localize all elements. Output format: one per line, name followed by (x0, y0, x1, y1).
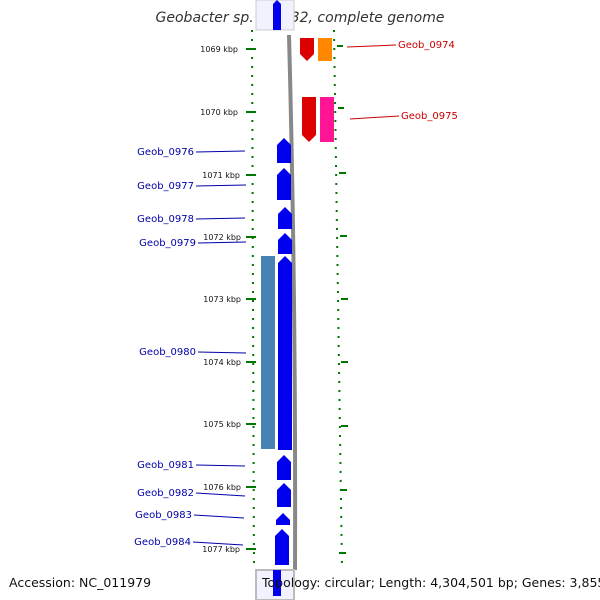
ruler-tick: 1072 kbp (203, 233, 256, 242)
gene-arrow-geob-0974-a[interactable] (300, 38, 314, 61)
gene-arrow-partial-top (273, 0, 281, 30)
ruler-label: 1070 kbp (200, 108, 238, 117)
ruler-label: 1075 kbp (203, 420, 241, 429)
gene-label-geob-0980[interactable]: Geob_0980 (139, 347, 196, 358)
ruler-label: 1076 kbp (203, 483, 241, 492)
topology-text: Topology: circular; Length: 4,304,501 bp… (262, 575, 600, 590)
gene-arrow-geob-0979[interactable] (278, 233, 292, 254)
forward-gene-labels: Geob_0976 Geob_0977 Geob_0978 Geob_0979 … (134, 147, 247, 548)
gene-arrow-geob-0980[interactable] (278, 256, 292, 450)
gene-arrow-geob-0975-b[interactable] (320, 97, 334, 142)
ruler-tick: 1070 kbp (200, 108, 256, 117)
gene-label-geob-0977[interactable]: Geob_0977 (137, 181, 194, 192)
ruler-tick: 1075 kbp (203, 420, 256, 429)
genome-title: Geobacter sp. FRC-32, complete genome (155, 10, 445, 26)
gene-arrow-geob-0975-a[interactable] (302, 97, 316, 142)
reverse-genes (300, 38, 334, 142)
gene-label-geob-0982[interactable]: Geob_0982 (137, 488, 194, 499)
genome-backbone (287, 34, 298, 571)
gene-label-geob-0983[interactable]: Geob_0983 (135, 510, 192, 521)
ruler-tick: 1073 kbp (203, 295, 256, 304)
ruler-label: 1071 kbp (202, 171, 240, 180)
gene-label-geob-0984[interactable]: Geob_0984 (134, 537, 191, 548)
right-track-ticks (337, 45, 348, 554)
ruler-label: 1073 kbp (203, 295, 241, 304)
accession-text: Accession: NC_011979 (9, 575, 152, 590)
gene-label-geob-0975[interactable]: Geob_0975 (401, 111, 458, 122)
ruler-label: 1074 kbp (203, 358, 241, 367)
ruler-tick: 1074 kbp (203, 358, 256, 367)
forward-genes (275, 138, 292, 565)
ruler-tick: 1077 kbp (202, 545, 256, 554)
gene-arrow-geob-0978[interactable] (278, 207, 292, 229)
ruler-label: 1072 kbp (203, 233, 241, 242)
ruler-label: 1069 kbp (200, 45, 238, 54)
right-track-border (333, 29, 343, 569)
gene-arrow-geob-0976[interactable] (277, 138, 291, 163)
gene-label-geob-0974[interactable]: Geob_0974 (398, 40, 455, 51)
gene-arrow-geob-0977[interactable] (277, 168, 291, 200)
gene-arrow-geob-0981[interactable] (277, 455, 291, 480)
ruler-tick: 1071 kbp (202, 171, 256, 180)
gene-arrow-geob-0984[interactable] (275, 529, 289, 565)
gene-label-geob-0978[interactable]: Geob_0978 (137, 214, 194, 225)
gene-label-geob-0981[interactable]: Geob_0981 (137, 460, 194, 471)
ruler-label: 1077 kbp (202, 545, 240, 554)
gene-arrow-geob-0983[interactable] (276, 513, 290, 525)
genomic-region-bar[interactable] (261, 256, 275, 449)
gene-arrow-partial-bottom (273, 570, 281, 596)
gene-arrow-geob-0974-b[interactable] (318, 38, 332, 61)
ruler-tick: 1076 kbp (203, 483, 256, 492)
ruler-tick: 1069 kbp (200, 45, 256, 54)
gene-label-geob-0976[interactable]: Geob_0976 (137, 147, 194, 158)
gene-label-geob-0979[interactable]: Geob_0979 (139, 238, 196, 249)
gene-arrow-geob-0982[interactable] (277, 483, 291, 507)
reverse-gene-labels: Geob_0974 Geob_0975 (346, 40, 458, 122)
ruler: 1069 kbp 1070 kbp 1071 kbp 1072 kbp 1073… (200, 45, 256, 554)
